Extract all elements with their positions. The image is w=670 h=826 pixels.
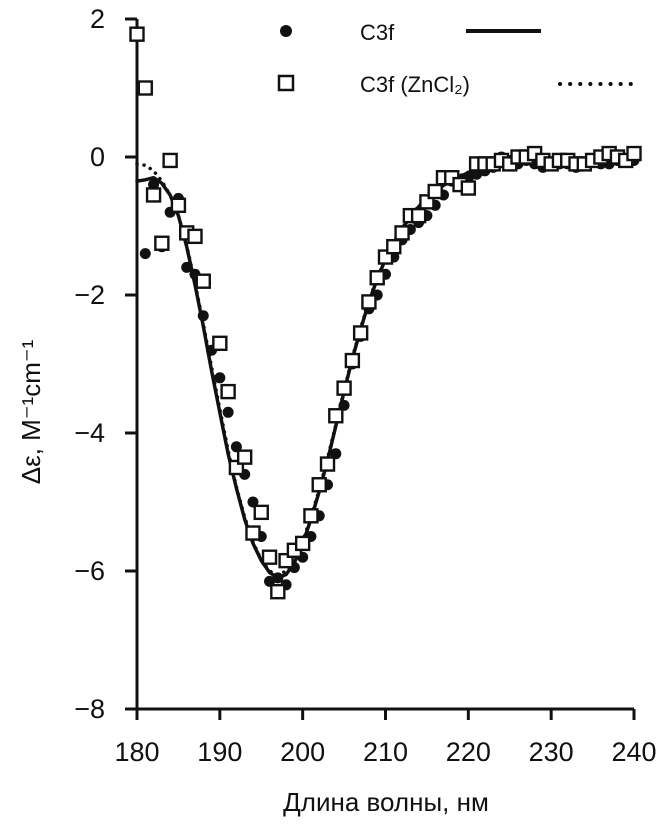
legend-item-c3f: C3f <box>280 20 541 45</box>
point-c3f-zncl2 <box>245 525 261 541</box>
legend-label: C3f (ZnCl₂) <box>360 72 470 97</box>
point-c3f <box>139 248 151 260</box>
point-c3f-zncl2 <box>270 584 286 600</box>
point-c3f-zncl2 <box>162 152 178 169</box>
x-tick-label: 210 <box>363 737 408 767</box>
point-c3f-zncl2 <box>154 235 170 251</box>
point-c3f-zncl2 <box>460 180 477 196</box>
y-tick-label: −8 <box>74 694 105 724</box>
point-c3f-zncl2 <box>626 145 642 162</box>
y-tick-label: 2 <box>90 4 105 34</box>
point-c3f-zncl2 <box>261 549 278 565</box>
axis-ticks: 180 190 200 210 220 230 240 2 0 −2 −4 −6 −8 <box>74 4 656 767</box>
y-axis-title: Δε, М⁻¹cm⁻¹ <box>16 339 46 484</box>
point-c3f-zncl2 <box>170 197 187 214</box>
point-c3f-zncl2 <box>352 325 369 341</box>
point-c3f-zncl2 <box>394 225 410 241</box>
legend: C3f C3f (ZnCl₂) <box>277 20 636 97</box>
point-c3f-zncl2 <box>319 456 336 472</box>
point-c3f-zncl2 <box>369 270 385 286</box>
point-c3f-zncl2 <box>361 294 377 310</box>
y-tick-label: −4 <box>74 418 105 448</box>
x-tick-label: 240 <box>611 737 656 767</box>
point-c3f-zncl2 <box>195 273 211 289</box>
legend-marker-circle <box>280 25 292 37</box>
point-c3f-zncl2 <box>410 207 427 224</box>
point-c3f <box>197 310 209 322</box>
point-c3f <box>272 572 284 584</box>
point-c3f-zncl2 <box>311 477 327 493</box>
point-c3f-zncl2 <box>294 535 311 552</box>
point-c3f-zncl2 <box>236 449 253 465</box>
point-c3f-zncl2 <box>129 26 145 42</box>
point-c3f-zncl2 <box>386 238 402 255</box>
point-c3f-zncl2 <box>220 383 236 400</box>
y-tick-label: 0 <box>90 142 105 172</box>
point-c3f <box>214 372 226 384</box>
legend-label: C3f <box>360 20 395 45</box>
point-c3f-zncl2 <box>145 187 162 203</box>
point-c3f-zncl2 <box>253 504 269 521</box>
point-c3f-zncl2 <box>344 352 361 369</box>
y-tick-label: −6 <box>74 556 105 586</box>
x-tick-label: 190 <box>197 737 242 767</box>
x-tick-label: 200 <box>280 737 325 767</box>
point-c3f-zncl2 <box>427 183 443 200</box>
legend-item-c3f-zncl2: C3f (ZnCl₂) <box>277 72 636 97</box>
point-c3f-zncl2 <box>187 228 203 245</box>
point-c3f-zncl2 <box>336 380 352 396</box>
point-c3f-zncl2 <box>212 335 228 351</box>
x-tick-label: 180 <box>114 737 159 767</box>
point-c3f-zncl2 <box>328 408 344 424</box>
point-c3f-zncl2 <box>137 80 153 96</box>
x-axis-title: Длина волны, нм <box>283 787 489 817</box>
data-points <box>129 26 642 600</box>
point-c3f <box>181 261 193 273</box>
legend-marker-square <box>277 74 295 92</box>
x-tick-label: 230 <box>529 737 574 767</box>
fit-lines <box>135 156 636 580</box>
x-tick-label: 220 <box>446 737 491 767</box>
point-c3f <box>222 406 234 418</box>
point-c3f-zncl2 <box>303 508 319 524</box>
y-tick-label: −2 <box>74 280 105 310</box>
